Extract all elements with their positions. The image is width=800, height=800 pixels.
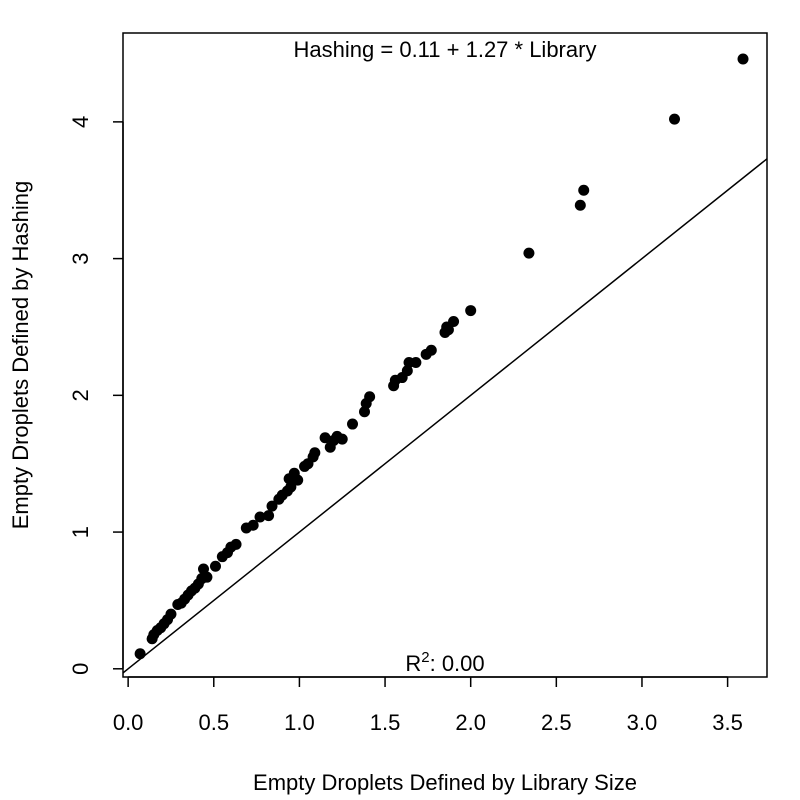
y-tick-label: 0: [68, 663, 93, 675]
data-point: [737, 53, 749, 65]
data-point: [134, 648, 146, 660]
data-point: [263, 510, 275, 522]
data-point: [425, 344, 437, 356]
data-point: [523, 247, 535, 259]
y-axis-label: Empty Droplets Defined by Hashing: [8, 181, 33, 530]
data-point: [669, 113, 681, 125]
data-point: [292, 474, 304, 486]
data-point: [266, 500, 278, 512]
r-squared-superscript: 2: [421, 649, 429, 666]
data-point: [347, 418, 359, 430]
x-axis-label: Empty Droplets Defined by Library Size: [253, 770, 637, 795]
data-point: [230, 538, 242, 550]
data-point: [448, 316, 460, 328]
data-point: [254, 511, 266, 523]
data-point: [201, 571, 213, 583]
x-axis: 0.0 0.5 1.0 1.5 2.0 2.5 3.0 3.5: [113, 676, 743, 735]
x-tick-label: 2.5: [541, 710, 572, 735]
r-squared-value: : 0.00: [430, 651, 485, 676]
data-point: [165, 608, 177, 620]
data-point: [285, 481, 297, 493]
r-squared-annotation: R2: 0.00: [405, 649, 484, 676]
data-point: [364, 391, 376, 403]
data-point: [336, 433, 348, 445]
x-tick-label: 0.0: [113, 710, 144, 735]
y-tick-label: 2: [68, 389, 93, 401]
x-tick-label: 2.0: [455, 710, 486, 735]
data-point: [319, 432, 331, 444]
y-tick-label: 3: [68, 252, 93, 264]
x-tick-label: 3.5: [712, 710, 743, 735]
data-point: [465, 305, 477, 317]
x-tick-label: 0.5: [198, 710, 229, 735]
data-point: [442, 324, 454, 336]
y-tick-label: 1: [68, 526, 93, 538]
x-tick-label: 1.0: [284, 710, 315, 735]
x-tick-label: 3.0: [627, 710, 658, 735]
data-point: [247, 519, 259, 531]
data-point: [309, 447, 321, 459]
data-point: [401, 365, 413, 377]
data-point: [209, 560, 221, 572]
x-tick-label: 1.5: [370, 710, 401, 735]
data-point: [578, 184, 590, 196]
chart-title: Hashing = 0.11 + 1.27 * Library: [294, 37, 597, 62]
data-point: [359, 406, 370, 418]
reference-line-layer: [122, 158, 768, 674]
data-point: [574, 199, 586, 211]
y-tick-label: 4: [68, 116, 93, 128]
data-points: [134, 53, 749, 660]
data-point: [410, 357, 422, 369]
reference-line: [122, 158, 768, 674]
y-axis: 0 1 2 3 4: [68, 116, 124, 675]
r-squared-prefix: R: [405, 651, 421, 676]
